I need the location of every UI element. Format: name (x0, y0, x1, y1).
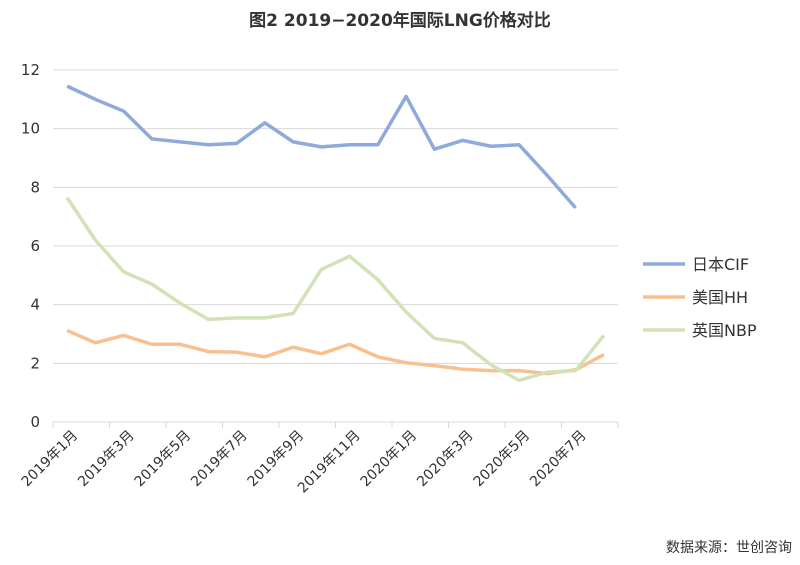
y-tick-label: 4 (30, 296, 40, 314)
series-line-1 (66, 328, 605, 376)
source-note: 数据来源：世创咨询 (666, 540, 792, 556)
legend-label: 日本CIF (692, 255, 749, 274)
x-tick-label: 2020年5月 (471, 428, 534, 491)
y-tick-label: 0 (30, 413, 40, 431)
x-tick-label: 2019年1月 (19, 428, 82, 491)
x-tick-label: 2020年3月 (414, 428, 477, 491)
chart-title: 图2 2019−2020年国际LNG价格对比 (249, 11, 551, 31)
y-tick-label: 2 (30, 354, 40, 372)
y-tick-label: 10 (21, 120, 40, 138)
legend-label: 英国NBP (692, 321, 757, 340)
y-tick-label: 6 (30, 237, 40, 255)
y-tick-label: 8 (30, 178, 40, 196)
series-line-2 (65, 196, 606, 383)
y-tick-label: 12 (21, 61, 40, 79)
x-tick-label: 2020年7月 (527, 428, 590, 491)
x-tick-label: 2019年3月 (75, 428, 138, 491)
x-tick-label: 2019年7月 (188, 428, 251, 491)
series-line-0 (66, 84, 577, 210)
x-tick-label: 2019年5月 (132, 428, 195, 491)
x-tick-label: 2020年1月 (358, 428, 421, 491)
legend-label: 美国HH (692, 288, 748, 307)
